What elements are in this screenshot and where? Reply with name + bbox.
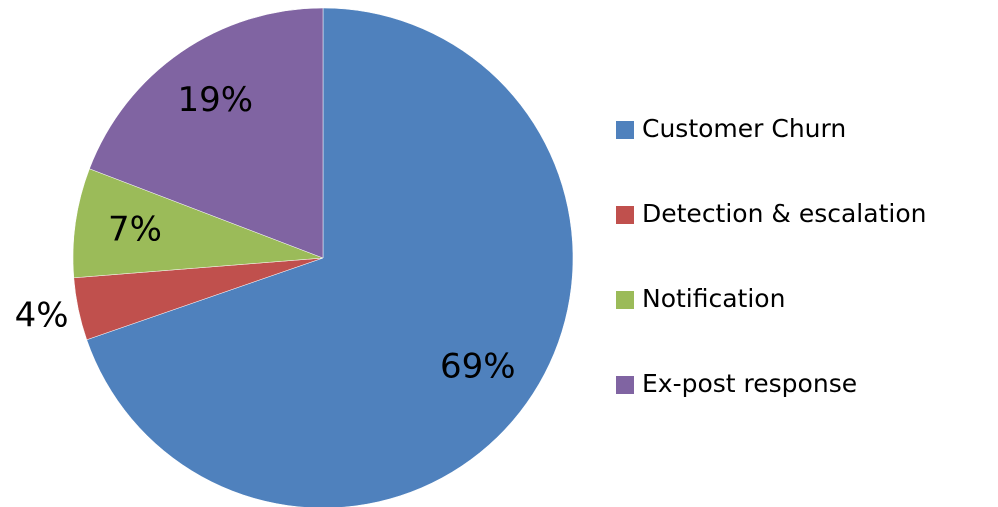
slice-label: 69% [440, 347, 516, 387]
legend-swatch [616, 291, 634, 309]
pie-slice [89, 7, 324, 259]
legend-label: Notification [642, 284, 785, 313]
slice-label: 7% [108, 209, 162, 249]
legend-label: Customer Churn [642, 114, 846, 143]
legend-swatch [616, 376, 634, 394]
legend-label: Ex-post response [642, 369, 857, 398]
pie-slice [72, 168, 324, 279]
slice-label: 19% [177, 80, 253, 120]
pie-slice [86, 7, 574, 507]
legend-swatch [616, 121, 634, 139]
legend-swatch [616, 206, 634, 224]
slice-label: 4% [15, 295, 69, 335]
legend-label: Detection & escalation [642, 199, 926, 228]
